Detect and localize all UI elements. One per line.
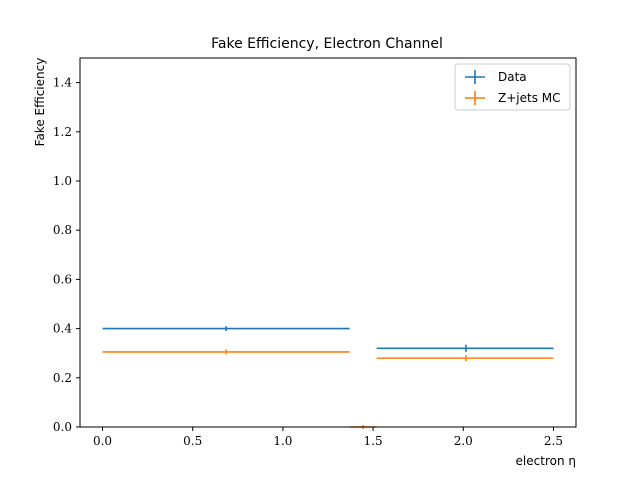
x-tick-label: 2.5 — [544, 434, 563, 448]
y-tick-label: 1.2 — [53, 125, 72, 139]
x-tick-label: 1.5 — [364, 434, 383, 448]
legend-items: Data Z+jets MC — [465, 70, 561, 105]
legend-item: Data — [465, 70, 527, 84]
y-tick-label: 0.0 — [53, 420, 72, 434]
legend-label: Data — [498, 70, 527, 84]
legend-label: Z+jets MC — [498, 91, 561, 105]
legend: Data Z+jets MC — [454, 63, 571, 111]
y-tick-label: 1.0 — [53, 174, 72, 188]
y-tick-label: 0.6 — [53, 272, 72, 286]
x-axis-label: electron η — [516, 454, 576, 468]
ticks-layer: 0.0 0.5 1.0 1.5 2.0 2.5 0.0 0.2 0.4 0.6 0.8 1.0 1.2 1… — [53, 76, 563, 448]
x-tick-label: 2.0 — [454, 434, 473, 448]
axes-frame — [79, 57, 577, 428]
series-0 — [102, 326, 554, 352]
y-axis-label: Fake Efficiency — [33, 58, 47, 147]
x-tick-label: 0.0 — [93, 434, 112, 448]
x-tick-label: 0.5 — [183, 434, 202, 448]
legend-item: Z+jets MC — [465, 91, 561, 105]
y-tick-label: 0.2 — [53, 371, 72, 385]
chart-title: Fake Efficiency, Electron Channel — [211, 36, 443, 52]
y-tick-label: 1.4 — [53, 76, 72, 90]
y-tick-label: 0.4 — [53, 322, 72, 336]
x-tick-label: 1.0 — [273, 434, 292, 448]
y-tick-label: 0.8 — [53, 223, 72, 237]
